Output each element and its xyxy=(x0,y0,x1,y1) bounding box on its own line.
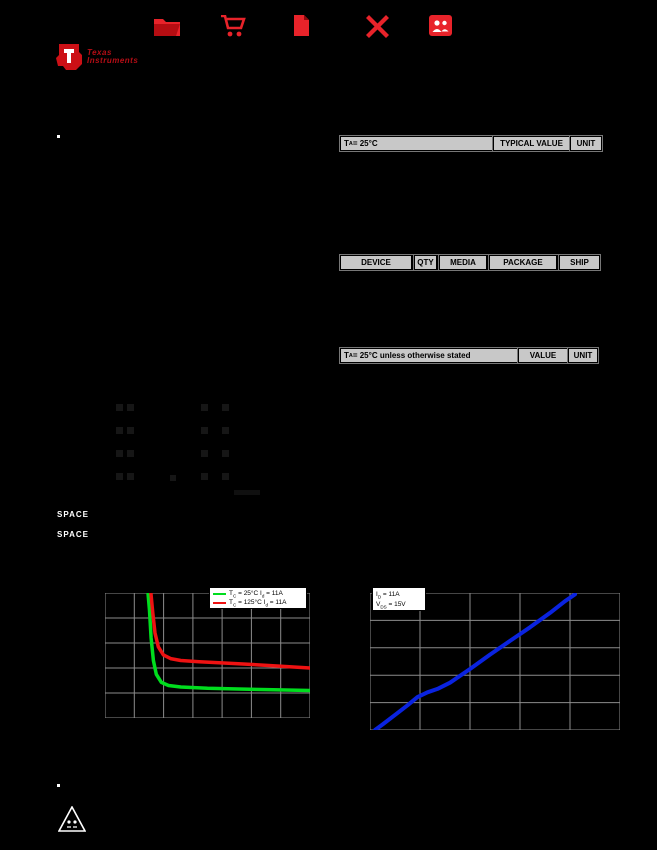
pin-pad xyxy=(127,427,134,434)
pin-pad xyxy=(116,450,123,457)
legend-entry: ID = 11A xyxy=(376,590,422,599)
ordering-col-device: DEVICE xyxy=(339,254,413,271)
pin-pad xyxy=(222,473,229,480)
ordering-col-qty: QTY xyxy=(413,254,438,271)
pin-pad xyxy=(127,473,134,480)
pin-pad xyxy=(116,473,123,480)
pin-pad xyxy=(201,450,208,457)
pin-pad-center xyxy=(170,475,176,481)
chart-gate-charge xyxy=(370,593,620,730)
pin-pad xyxy=(116,404,123,411)
pin-pad xyxy=(222,427,229,434)
table-divider xyxy=(437,255,439,270)
typical-value-col-unit: UNIT xyxy=(569,135,603,152)
ordering-col-media: MEDIA xyxy=(438,254,488,271)
esd-caution-icon xyxy=(57,805,87,837)
chart-on-resistance xyxy=(105,593,310,718)
space-filler-1: SPACE xyxy=(57,510,89,519)
legend-label: TC = 25°C Id = 11A xyxy=(229,590,283,599)
legend-entry: TC = 25°C Id = 11A xyxy=(213,590,303,599)
chart-right-legend: ID = 11A VDS = 15V xyxy=(372,587,426,611)
pin-pad xyxy=(201,427,208,434)
ti-logo-text: Texas Instruments xyxy=(87,49,138,65)
space-filler-2: SPACE xyxy=(57,530,89,539)
legend-label: TC = 125°C Id = 11A xyxy=(229,599,287,608)
table-divider xyxy=(557,255,559,270)
folder-icon[interactable] xyxy=(153,15,181,42)
pin-pad xyxy=(201,473,208,480)
legend-swatch-green xyxy=(213,592,226,595)
ti-logo-word2: Instruments xyxy=(87,56,139,65)
chart-left-legend: TC = 25°C Id = 11A TC = 125°C Id = 11A xyxy=(209,587,307,609)
ti-logo-mark xyxy=(56,44,82,70)
legend-label: ID = 11A xyxy=(376,590,400,599)
ti-logo-word1: Texas xyxy=(87,48,112,57)
pin-pad xyxy=(201,404,208,411)
ordering-col-ship: SHIP xyxy=(558,254,601,271)
legend-label: VDS = 15V xyxy=(376,600,406,609)
typical-value-col-value: TYPICAL VALUE xyxy=(492,135,571,152)
list-bullet xyxy=(57,135,60,138)
pin-pad xyxy=(222,404,229,411)
legend-swatch-red xyxy=(213,601,226,604)
thermal-col-unit: UNIT xyxy=(567,347,599,364)
cancel-icon[interactable] xyxy=(366,15,389,43)
ti-logo[interactable]: Texas Instruments xyxy=(55,42,138,72)
document-icon[interactable] xyxy=(292,14,310,42)
pin-pad xyxy=(127,450,134,457)
people-icon[interactable] xyxy=(429,15,452,41)
ordering-col-package: PACKAGE xyxy=(488,254,558,271)
footnote-bullet xyxy=(57,784,60,787)
pin-diagram-caption xyxy=(234,490,260,495)
table-divider xyxy=(412,255,414,270)
pin-pad xyxy=(127,404,134,411)
pin-pad xyxy=(116,427,123,434)
cart-icon[interactable] xyxy=(220,14,246,43)
legend-entry: VDS = 15V xyxy=(376,600,422,609)
table-divider xyxy=(487,255,489,270)
ordering-table-header: DEVICE QTY MEDIA PACKAGE SHIP xyxy=(339,254,601,271)
legend-entry: TC = 125°C Id = 11A xyxy=(213,599,303,608)
thermal-col-value: VALUE xyxy=(517,347,569,364)
pin-pad xyxy=(222,450,229,457)
